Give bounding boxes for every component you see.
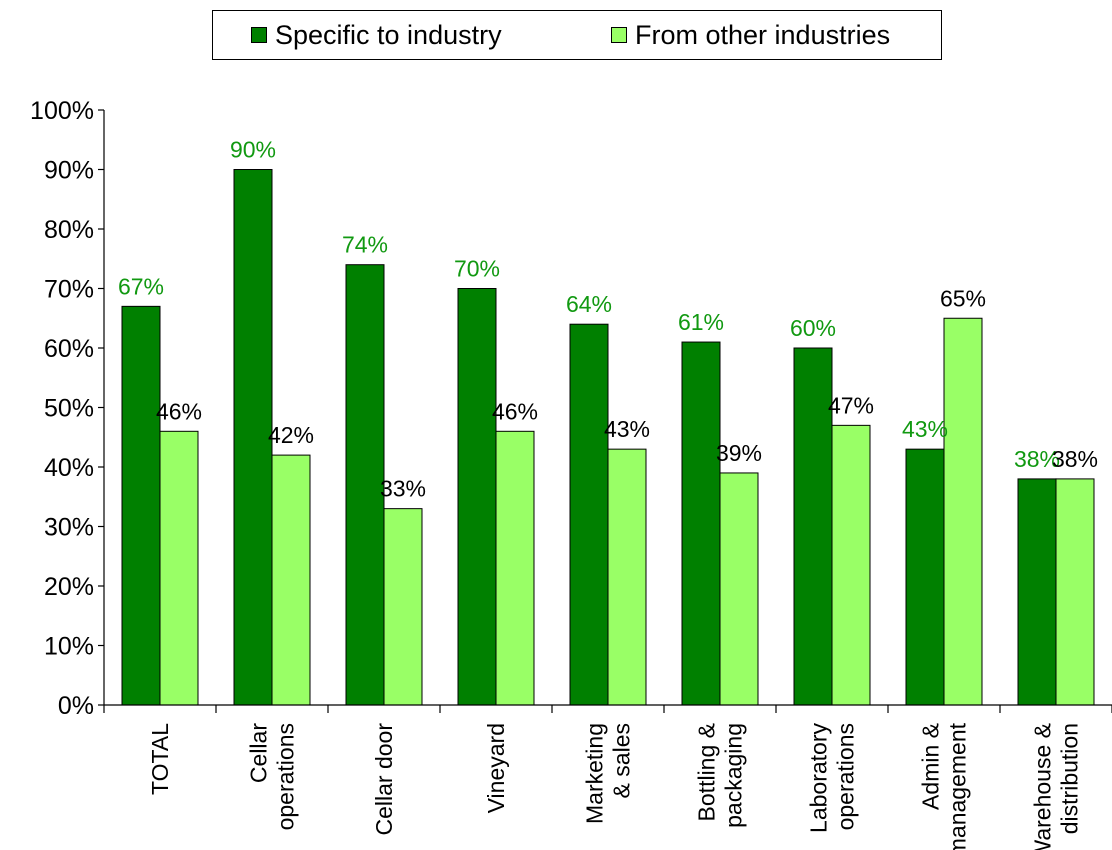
y-tick-label: 60% bbox=[44, 335, 94, 363]
data-label-other: 42% bbox=[268, 422, 314, 448]
x-category-label: Cellar bbox=[246, 723, 272, 783]
x-category-label: operations bbox=[273, 723, 299, 830]
x-category-label: Marketing bbox=[582, 723, 608, 824]
y-tick-label: 80% bbox=[44, 216, 94, 244]
data-label-other: 43% bbox=[604, 416, 650, 442]
x-category-label: distribution bbox=[1057, 723, 1083, 834]
y-tick-label: 10% bbox=[44, 633, 94, 661]
y-tick-label: 100% bbox=[30, 97, 94, 125]
bar-specific bbox=[681, 341, 721, 706]
bar-specific bbox=[905, 448, 945, 706]
legend-label-specific: Specific to industry bbox=[275, 19, 502, 50]
bar-other bbox=[831, 424, 871, 706]
data-label-other: 38% bbox=[1052, 446, 1098, 472]
data-labels-group: 67% 46% 90% 42% 74% 33% 70% 46% 64% 43% 61% 39% 60% 4… bbox=[118, 137, 1098, 502]
bar-other bbox=[495, 430, 535, 706]
data-label-other: 39% bbox=[716, 440, 762, 466]
bar-other bbox=[1055, 478, 1095, 706]
legend-swatch-other bbox=[611, 27, 627, 43]
data-label-other: 33% bbox=[380, 476, 426, 502]
data-label-specific: 90% bbox=[230, 137, 276, 163]
x-category-label: management bbox=[945, 722, 971, 850]
legend-item-other: From other industries bbox=[611, 11, 890, 59]
y-tick-label: 30% bbox=[44, 514, 94, 542]
x-category-label: Admin & bbox=[918, 723, 944, 810]
x-category-label: Vineyard bbox=[483, 723, 509, 813]
data-label-other: 65% bbox=[940, 285, 986, 311]
data-label-specific: 43% bbox=[902, 416, 948, 442]
x-category-label: Warehouse & bbox=[1030, 723, 1056, 850]
bar-specific bbox=[345, 264, 385, 706]
bars-group bbox=[121, 169, 1095, 706]
x-category-label: Cellar door bbox=[371, 723, 397, 836]
y-tick-label: 40% bbox=[44, 454, 94, 482]
chart-legend: Specific to industry From other industri… bbox=[212, 10, 942, 60]
data-label-specific: 74% bbox=[342, 232, 388, 258]
y-tick-label: 50% bbox=[44, 395, 94, 423]
y-tick-label: 20% bbox=[44, 573, 94, 601]
data-label-other: 47% bbox=[828, 392, 874, 418]
data-label-specific: 67% bbox=[118, 273, 164, 299]
bar-specific bbox=[457, 288, 497, 706]
bar-other bbox=[943, 317, 983, 706]
x-category-label: Laboratory bbox=[806, 723, 832, 833]
bar-other bbox=[607, 448, 647, 706]
y-tick-label: 0% bbox=[58, 692, 94, 720]
x-category-label: Bottling & bbox=[694, 723, 720, 821]
x-category-label: packaging bbox=[721, 723, 747, 828]
y-tick-label: 90% bbox=[44, 157, 94, 185]
y-tick-label: 70% bbox=[44, 276, 94, 304]
data-label-specific: 38% bbox=[1014, 446, 1060, 472]
data-label-specific: 70% bbox=[454, 256, 500, 282]
data-label-other: 46% bbox=[492, 398, 538, 424]
x-category-label: & sales bbox=[609, 723, 635, 798]
bar-other bbox=[271, 454, 311, 706]
legend-item-specific: Specific to industry bbox=[251, 11, 502, 59]
x-category-label: operations bbox=[833, 723, 859, 830]
bar-specific bbox=[121, 305, 161, 706]
bar-specific bbox=[1017, 478, 1057, 706]
data-label-specific: 61% bbox=[678, 309, 724, 335]
bar-other bbox=[159, 430, 199, 706]
y-axis-ticks: 0% 10% 20% 30% 40% 50% 60% 70% 80% 90% 100% bbox=[30, 97, 104, 720]
x-category-label: TOTAL bbox=[147, 723, 173, 795]
bar-specific bbox=[793, 347, 833, 706]
axes-group bbox=[103, 110, 1112, 713]
bar-other bbox=[719, 472, 759, 706]
bar-specific bbox=[569, 323, 609, 706]
x-axis-categories: TOTAL Cellar operations Cellar door Vineyard… bbox=[147, 722, 1083, 850]
data-label-specific: 64% bbox=[566, 291, 612, 317]
bar-specific bbox=[233, 169, 273, 706]
bar-other bbox=[383, 508, 423, 706]
legend-swatch-specific bbox=[251, 27, 267, 43]
data-label-other: 46% bbox=[156, 398, 202, 424]
legend-label-other: From other industries bbox=[635, 19, 891, 50]
data-label-specific: 60% bbox=[790, 315, 836, 341]
